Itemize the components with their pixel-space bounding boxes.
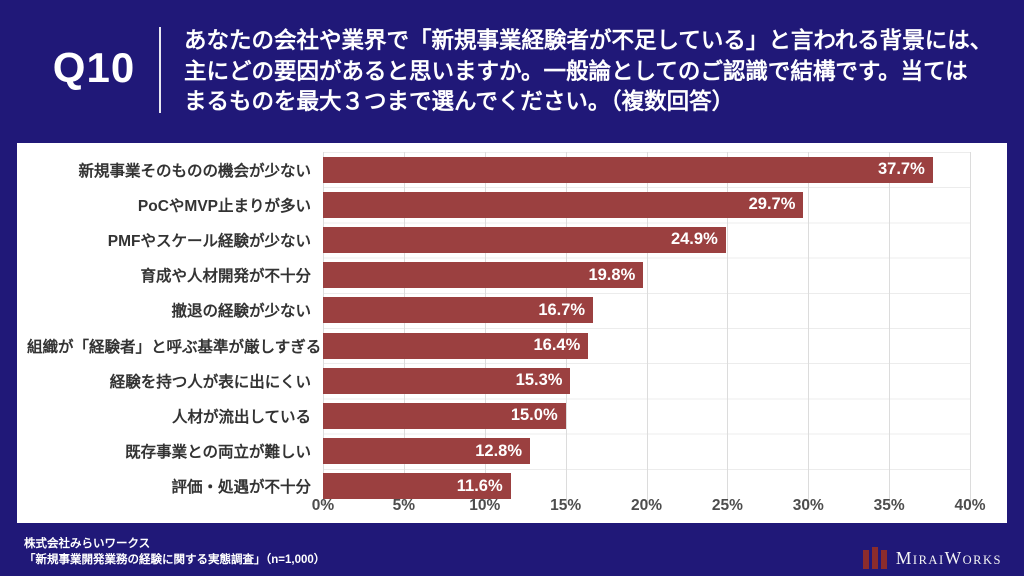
question-line-2: 主にどの要因があると思いますか。一般論としてのご認識で結構です。当ては <box>184 58 968 84</box>
bar: 29.7% <box>323 191 804 218</box>
question-number: Q10 <box>52 44 136 91</box>
value-label: 29.7% <box>748 195 796 214</box>
logo-letter-w: W <box>944 547 963 568</box>
bar: 16.4% <box>323 332 589 359</box>
gridline <box>323 152 324 504</box>
logo-letter-m: M <box>895 547 913 568</box>
value-label: 37.7% <box>878 160 925 179</box>
bar: 37.7% <box>323 156 933 183</box>
bar-track: 12.8% <box>323 434 970 469</box>
question-line-1: あなたの会社や業界で「新規事業経験者が不足している」と言われる背景には、 <box>184 28 993 53</box>
header-divider <box>159 27 161 113</box>
bar: 15.3% <box>323 367 571 394</box>
x-tick-label: 0% <box>311 497 335 514</box>
bar-rows: 新規事業そのものの機会が少ない 37.7% PoCやMVP止まりが多い 29.7% PM… <box>27 152 970 504</box>
logo-letters-orks: ORKS <box>962 552 1002 567</box>
x-tick-label: 35% <box>873 497 905 514</box>
bar-track: 15.0% <box>323 398 970 433</box>
chart-panel: 新規事業そのものの機会が少ない 37.7% PoCやMVP止まりが多い 29.7% PM… <box>17 143 1007 523</box>
gridline <box>484 152 486 504</box>
x-tick-label: 10% <box>469 497 501 514</box>
bar-row: 新規事業そのものの機会が少ない 37.7% <box>27 152 970 187</box>
value-label: 12.8% <box>475 441 523 460</box>
gridline <box>646 152 648 504</box>
bar-track: 24.9% <box>323 222 970 257</box>
gridline <box>403 152 405 504</box>
gridline <box>808 152 810 504</box>
value-label: 16.7% <box>538 300 586 319</box>
source-note: 株式会社みらいワークス 「新規事業開発業務の経験に関する実態調査」（n=1,00… <box>24 537 325 568</box>
bar-row: 人材が流出している 15.0% <box>27 398 970 433</box>
bar-row: 組織が「経験者」と呼ぶ基準が厳しすぎる 16.4% <box>27 328 970 363</box>
bar-track: 29.7% <box>323 187 970 222</box>
bar-track: 11.6% <box>323 469 970 504</box>
category-label: 経験を持つ人が表に出にくい <box>109 373 311 391</box>
category-label: 育成や人材開発が不十分 <box>140 268 311 286</box>
source-company: 株式会社みらいワークス <box>24 538 151 550</box>
value-label: 11.6% <box>456 476 503 495</box>
miraiworks-logo-icon <box>862 547 887 569</box>
category-label: 人材が流出している <box>171 408 311 426</box>
x-axis: 0% 5% 10% 15% 20% 25% 30% 35% 40% <box>312 497 986 519</box>
gridline <box>727 152 729 504</box>
bar-row: 育成や人材開発が不十分 19.8% <box>27 258 970 293</box>
category-label: 新規事業そのものの機会が少ない <box>78 162 311 180</box>
category-label: 撤退の経験が少ない <box>171 303 311 321</box>
bar: 15.0% <box>323 402 566 429</box>
x-tick-label: 5% <box>392 497 416 514</box>
category-label: PoCやMVP止まりが多い <box>137 197 311 215</box>
question-text: あなたの会社や業界で「新規事業経験者が不足している」と言われる背景には、 主にど… <box>184 26 1014 118</box>
miraiworks-logo: M IRAI W ORKS <box>862 547 1002 569</box>
bar-row: 経験を持つ人が表に出にくい 15.3% <box>27 363 970 398</box>
bar-track: 19.8% <box>323 258 970 293</box>
bar-track: 15.3% <box>323 363 970 398</box>
bar-row: 評価・処遇が不十分 11.6% <box>27 469 970 504</box>
value-label: 19.8% <box>588 265 636 284</box>
x-tick-label: 40% <box>954 497 986 514</box>
x-tick-label: 25% <box>711 497 743 514</box>
value-label: 15.3% <box>515 371 563 390</box>
category-label: 組織が「経験者」と呼ぶ基準が厳しすぎる <box>27 338 322 356</box>
bar: 24.9% <box>323 226 726 253</box>
bar-track: 16.7% <box>323 293 970 328</box>
category-label: 評価・処遇が不十分 <box>171 479 311 497</box>
question-line-3: まるものを最大３つまで選んでください。（複数回答） <box>184 89 735 114</box>
gridline <box>889 152 891 504</box>
gridline <box>565 152 567 504</box>
x-tick-label: 20% <box>630 497 663 514</box>
bar-row: 既存事業との両立が難しい 12.8% <box>27 434 970 469</box>
source-survey: 「新規事業開発業務の経験に関する実態調査」（n=1,000） <box>24 553 326 566</box>
gridline <box>970 152 971 504</box>
value-label: 16.4% <box>533 336 581 355</box>
bar: 12.8% <box>323 438 531 465</box>
logo-letters-irai: IRAI <box>912 552 945 567</box>
bar-row: PMFやスケール経験が少ない 24.9% <box>27 222 970 257</box>
bar: 16.7% <box>323 297 594 324</box>
category-label: PMFやスケール経験が少ない <box>107 232 311 250</box>
miraiworks-logo-text: M IRAI W ORKS <box>896 548 1002 569</box>
category-label: 既存事業との両立が難しい <box>125 444 311 462</box>
bar-track: 37.7% <box>323 152 970 187</box>
x-tick-label: 30% <box>792 497 824 514</box>
value-label: 15.0% <box>510 406 558 425</box>
bar-row: 撤退の経験が少ない 16.7% <box>27 293 970 328</box>
value-label: 24.9% <box>670 230 718 249</box>
bar-row: PoCやMVP止まりが多い 29.7% <box>27 187 970 222</box>
x-tick-label: 15% <box>550 497 582 514</box>
bar: 11.6% <box>323 473 511 500</box>
bar: 19.8% <box>323 262 644 289</box>
bar-track: 16.4% <box>323 328 970 363</box>
